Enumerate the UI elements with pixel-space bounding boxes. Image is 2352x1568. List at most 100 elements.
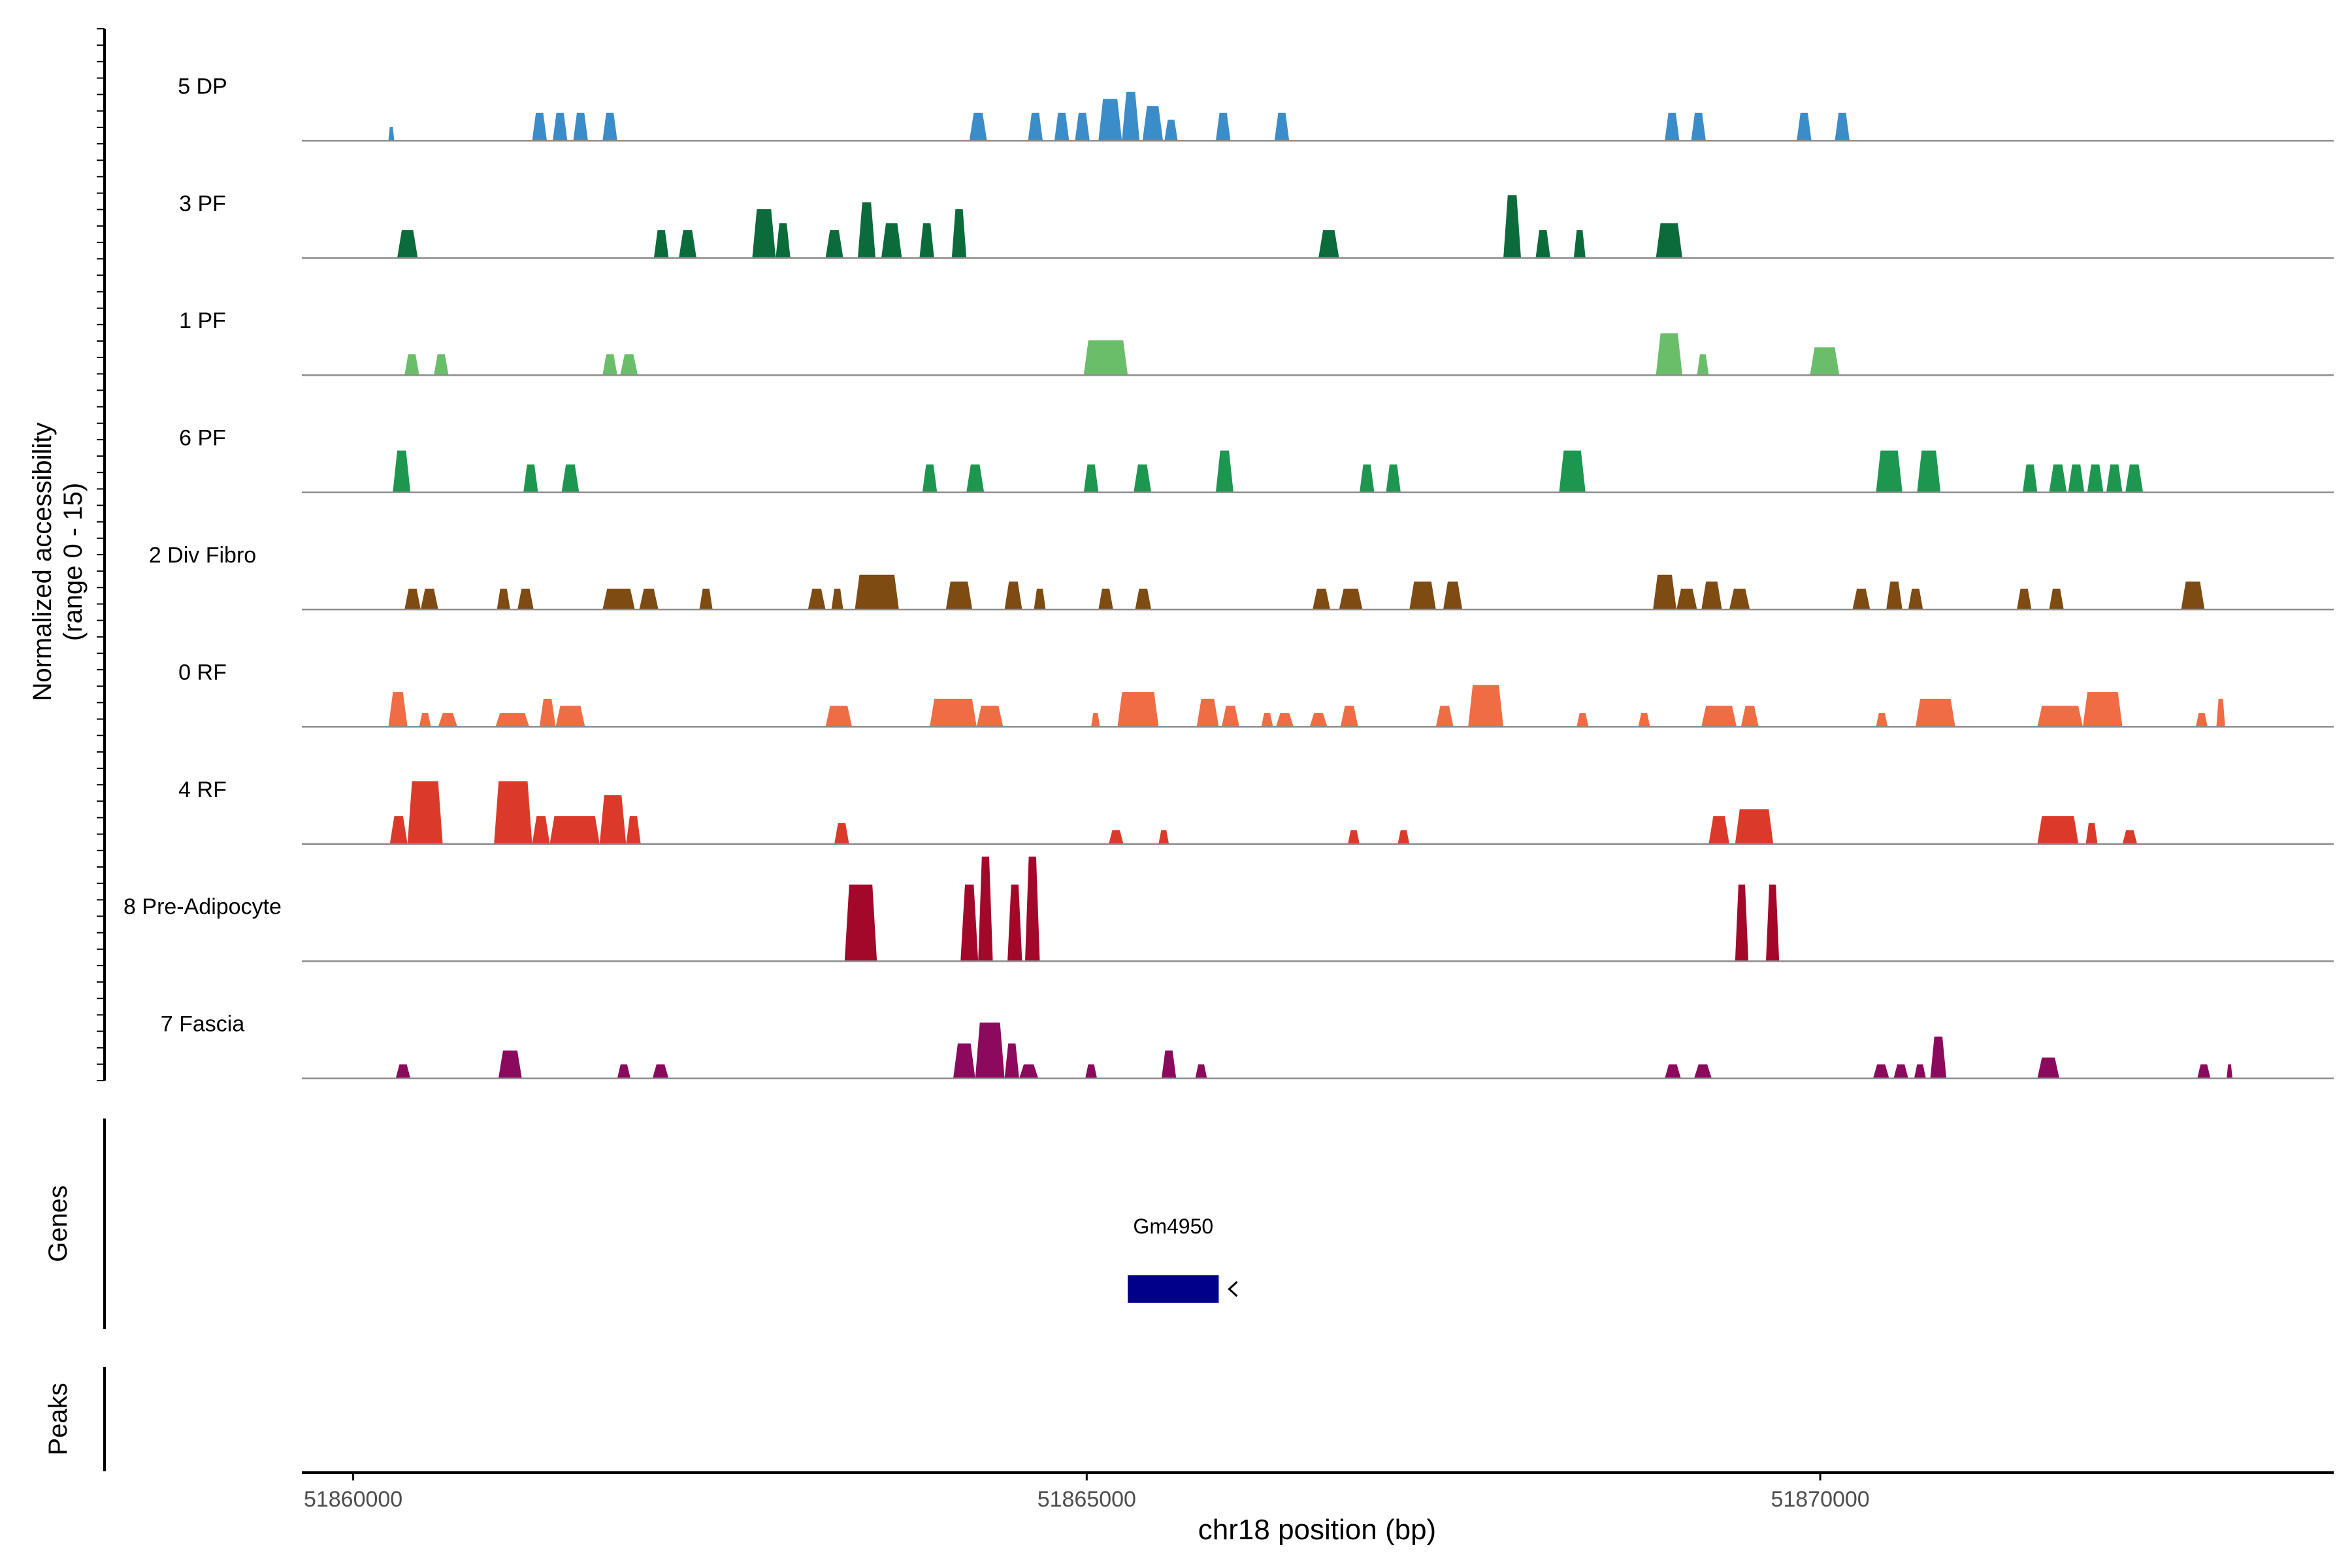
coverage-peak [1158, 830, 1169, 844]
coverage-peak [652, 1064, 669, 1079]
coverage-peak [2037, 706, 2083, 727]
coverage-peak [599, 795, 627, 844]
coverage-peak [1409, 581, 1436, 610]
x-axis-title: chr18 position (bp) [1198, 1514, 1436, 1546]
coverage-peak [1019, 1064, 1039, 1079]
y-axis-title-line1: Normalized accessibility [28, 423, 57, 702]
coverage-peak [825, 230, 843, 258]
coverage-peak [1735, 884, 1749, 962]
coverage-peak [1276, 713, 1294, 727]
coverage-peak [395, 1064, 411, 1079]
track-3-pf: 3 PF [179, 191, 2334, 259]
coverage-peak [1085, 1064, 1098, 1079]
track-label: 3 PF [179, 191, 226, 216]
coverage-peak [1109, 830, 1124, 844]
coverage-peak [434, 354, 449, 376]
coverage-peak [2085, 823, 2098, 844]
coverage-peak [420, 589, 438, 610]
coverage-peak [602, 589, 635, 610]
coverage-peak [699, 589, 713, 610]
coverage-peak [1694, 1064, 1712, 1079]
coverage-peak [602, 354, 617, 376]
coverage-peak [1134, 464, 1152, 493]
coverage-peak [2181, 581, 2205, 610]
track-label: 1 PF [179, 308, 226, 333]
x-axis-ticks: 51860000 51865000 51870000 [304, 1473, 1870, 1512]
coverage-peak [2037, 1057, 2060, 1079]
coverage-peak [1313, 589, 1331, 610]
coverage-peak [1653, 574, 1676, 610]
coverage-peak [517, 589, 534, 610]
gene-strand-arrow [1228, 1281, 1238, 1298]
coverage-peak [1004, 581, 1022, 610]
coverage-peak [397, 230, 418, 258]
coverage-peak [1701, 706, 1737, 727]
coverage-peak [966, 464, 985, 493]
coverage-peak [2023, 464, 2038, 493]
coverage-peak [1656, 223, 1682, 258]
coverage-peak [389, 816, 408, 844]
coverage-peak [1886, 581, 1903, 610]
coverage-peak [1196, 698, 1219, 727]
coverage-peak [969, 112, 987, 141]
coverage-peak [978, 857, 993, 962]
coverage-peak [532, 816, 550, 844]
peaks-panel-label: Peaks [44, 1382, 73, 1455]
coverage-peak [1766, 884, 1780, 962]
coverage-peak [960, 884, 979, 962]
track-4-rf: 4 RF [178, 777, 2334, 845]
coverage-peak [404, 354, 419, 376]
coverage-peak [617, 1064, 630, 1079]
coverage-peak [2122, 830, 2138, 844]
coverage-peak [573, 112, 588, 141]
coverage-peak [1195, 1064, 1207, 1079]
coverage-peak [1576, 713, 1589, 727]
coverage-peak [388, 692, 408, 727]
coverage-peak [1573, 230, 1586, 258]
track-label: 6 PF [179, 426, 226, 451]
gene-body [1128, 1275, 1219, 1303]
coverage-peak [626, 816, 641, 844]
coverage-peak [2197, 1064, 2211, 1079]
coverage-peak [951, 209, 967, 258]
coverage-peak [1503, 195, 1521, 258]
coverage-peak [1007, 884, 1022, 962]
coverage-peak [1054, 112, 1070, 141]
coverage-peak [2037, 816, 2079, 844]
coverage-peak [1397, 830, 1410, 844]
coverage-peak [930, 698, 977, 727]
coverage-y-axis [97, 28, 106, 1081]
coverage-peak [1735, 809, 1774, 844]
track-5-dp: 5 DP [178, 74, 2334, 142]
coverage-peak [1004, 1043, 1019, 1079]
coverage-peak [639, 589, 659, 610]
coverage-peak [407, 781, 443, 844]
coverage-peak [1930, 1036, 1947, 1079]
coverage-peak [1161, 1050, 1177, 1079]
coverage-peak [1164, 120, 1178, 141]
coverage-peak [1360, 464, 1375, 493]
track-2-div-fibro: 2 Div Fibro [149, 543, 2334, 611]
track-0-rf: 0 RF [178, 660, 2334, 728]
coverage-peak [494, 781, 532, 844]
track-7-fascia: 7 Fascia [161, 1012, 2334, 1079]
track-8-pre-adipocyte: 8 Pre-Adipocyte [123, 857, 2334, 962]
coverage-peak [976, 706, 1004, 727]
y-axis-title-line2: (range 0 - 15) [59, 483, 88, 641]
coverage-peak [2049, 464, 2067, 493]
coverage-peak [495, 713, 530, 727]
coverage-peak [1665, 1064, 1681, 1079]
coverage-peak [438, 713, 457, 727]
coverage-peak [555, 706, 585, 727]
coverage-peak [1872, 1064, 1889, 1079]
coverage-peak [539, 698, 556, 727]
coverage-peak [1261, 713, 1273, 727]
coverage-peak [1340, 706, 1358, 727]
coverage-peak [919, 223, 934, 258]
coverage-peak [1348, 830, 1360, 844]
coverage-peak [393, 450, 411, 493]
coverage-peak [1386, 464, 1401, 493]
coverage-peak [881, 223, 902, 258]
coverage-peak [523, 464, 538, 493]
